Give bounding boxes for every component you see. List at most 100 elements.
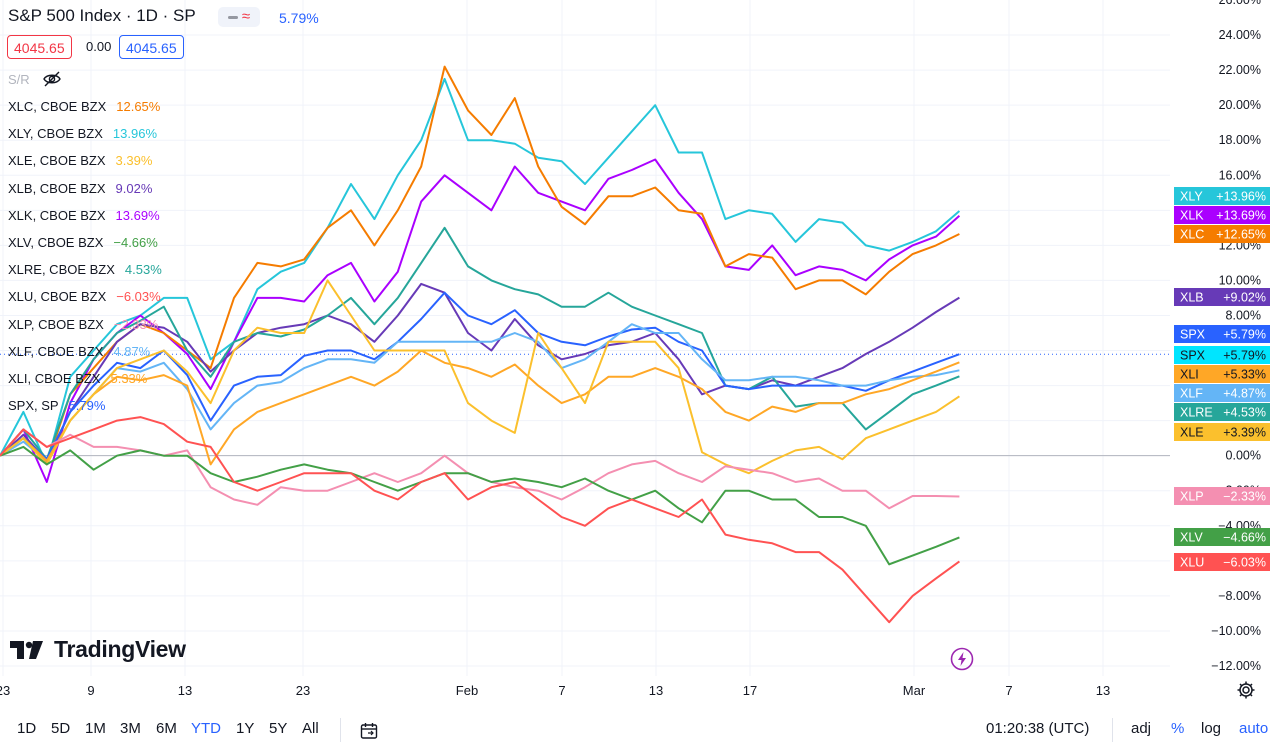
legend-series-value: −6.03% <box>116 289 161 305</box>
dash-icon <box>227 15 238 19</box>
price-label-xlu: XLU −6.03% <box>1174 553 1270 571</box>
price-label-value: −6.03% <box>1223 556 1266 570</box>
legend-row[interactable]: XLB, CBOE BZX 9.02% <box>8 175 162 202</box>
series-line-xlv[interactable] <box>0 445 960 566</box>
price-label-value: +4.53% <box>1223 406 1266 420</box>
clock[interactable]: 01:20:38 (UTC) <box>986 720 1090 737</box>
x-tick-label: 23 <box>0 683 10 698</box>
price-label-name: XLI <box>1180 368 1199 382</box>
bid-price-button[interactable]: 4045.65 <box>7 35 72 59</box>
price-label-bg <box>1174 384 1270 402</box>
legend-row[interactable]: XLRE, CBOE BZX 4.53% <box>8 256 162 283</box>
series-line-xlp[interactable] <box>0 428 960 510</box>
price-label-name: XLE <box>1180 426 1204 440</box>
legend-series-name: XLRE, CBOE BZX <box>8 262 115 278</box>
x-tick-label: Mar <box>903 683 926 698</box>
series-line-xli[interactable] <box>0 349 960 466</box>
range-button-1d[interactable]: 1D <box>17 720 37 737</box>
legend-row[interactable]: SPX, SP 5.79% <box>8 392 162 419</box>
legend-series-value: 12.65% <box>116 99 161 114</box>
range-button-3m[interactable]: 3M <box>120 720 141 737</box>
calendar-icon[interactable] <box>360 722 378 740</box>
adj-toggle[interactable]: adj <box>1131 720 1152 737</box>
x-tick-label: Feb <box>456 683 478 698</box>
legend-series-name: XLC, CBOE BZX <box>8 99 107 114</box>
price-label-xle: XLE +3.39% <box>1174 423 1270 441</box>
y-tick-label: 24.00% <box>1219 28 1261 42</box>
series-line-xlk[interactable] <box>0 158 961 483</box>
eye-off-icon[interactable] <box>42 70 62 88</box>
y-tick-label: −10.00% <box>1211 624 1261 638</box>
main-change: 5.79% <box>279 10 319 26</box>
y-tick-label: 22.00% <box>1219 63 1261 77</box>
legend-series-name: XLP, CBOE BZX <box>8 316 104 332</box>
price-label-bg <box>1174 288 1270 306</box>
range-button-5y[interactable]: 5Y <box>269 720 288 737</box>
toolbar-divider <box>1112 718 1113 742</box>
tradingview-logo[interactable]: TradingView <box>10 636 186 663</box>
toolbar-divider <box>340 718 341 742</box>
series-line-xlre[interactable] <box>0 226 960 461</box>
price-label-bg <box>1174 325 1270 343</box>
price-label-xlc: XLC +12.65% <box>1174 225 1270 243</box>
legend-series-name: XLK, CBOE BZX <box>8 207 106 223</box>
sr-indicator-label[interactable]: S/R <box>8 72 30 87</box>
log-toggle[interactable]: log <box>1201 720 1222 737</box>
compare-mode-toggle[interactable]: ≈ <box>218 7 260 27</box>
price-label-name: XLB <box>1180 291 1204 305</box>
price-label-xlre: XLRE +4.53% <box>1174 403 1270 421</box>
legend-row[interactable]: XLU, CBOE BZX −6.03% <box>8 283 162 310</box>
range-button-ytd[interactable]: YTD <box>191 720 221 737</box>
series-line-xlu[interactable] <box>0 416 960 624</box>
gear-icon[interactable] <box>1236 680 1256 700</box>
chart-title[interactable]: S&P 500 Index · 1D · SP <box>8 6 196 25</box>
series-line-xlc[interactable] <box>0 65 960 466</box>
legend-row[interactable]: XLK, CBOE BZX 13.69% <box>8 202 162 229</box>
price-label-value: +13.96% <box>1216 190 1266 204</box>
legend-row[interactable]: XLC, CBOE BZX 12.65% <box>8 93 162 120</box>
range-button-5d[interactable]: 5D <box>51 720 71 737</box>
y-tick-label: 8.00% <box>1226 308 1261 322</box>
chart-area[interactable]: 26.00%24.00%22.00%20.00%18.00%16.00%12.0… <box>0 0 1280 712</box>
percent-toggle[interactable]: % <box>1171 720 1185 737</box>
price-label-name: XLRE <box>1180 406 1213 420</box>
price-label-value: +5.33% <box>1223 368 1266 382</box>
range-button-all[interactable]: All <box>302 720 319 737</box>
y-tick-label: 18.00% <box>1219 133 1261 147</box>
price-label-bg <box>1174 487 1270 505</box>
range-button-1y[interactable]: 1Y <box>236 720 255 737</box>
tradingview-logo-icon <box>10 640 43 659</box>
price-label-spx: SPX +5.79% <box>1174 346 1270 364</box>
ask-price-button[interactable]: 4045.65 <box>119 35 184 59</box>
legend-row[interactable]: XLV, CBOE BZX −4.66% <box>8 229 162 256</box>
legend-row[interactable]: XLY, CBOE BZX 13.96% <box>8 120 162 147</box>
legend-row[interactable]: XLE, CBOE BZX 3.39% <box>8 147 162 174</box>
price-label-name: XLV <box>1180 531 1203 545</box>
range-button-6m[interactable]: 6M <box>156 720 177 737</box>
legend-row[interactable]: XLP, CBOE BZX −2.33% <box>8 311 162 338</box>
series-line-spx[interactable] <box>0 291 960 461</box>
y-tick-label: 20.00% <box>1219 98 1261 112</box>
x-tick-label: 7 <box>558 683 565 698</box>
price-label-value: +5.79% <box>1223 349 1266 363</box>
x-tick-label: 7 <box>1005 683 1012 698</box>
legend-series-value: −2.33% <box>113 316 159 332</box>
brand-name: TradingView <box>54 636 186 662</box>
series-line-xlf[interactable] <box>0 323 960 462</box>
price-label-xlf: XLF +4.87% <box>1174 384 1270 402</box>
range-button-1m[interactable]: 1M <box>85 720 106 737</box>
legend-series-name: XLU, CBOE BZX <box>8 289 107 305</box>
series-line-xly[interactable] <box>0 77 961 466</box>
price-label-name: XLK <box>1180 209 1204 223</box>
legend-row[interactable]: XLF, CBOE BZX 4.87% <box>8 338 162 365</box>
auto-toggle[interactable]: auto <box>1239 720 1269 737</box>
legend-series-value: 4.87% <box>113 343 151 359</box>
price-label-value: +12.65% <box>1216 228 1266 242</box>
legend-series-name: XLV, CBOE BZX <box>8 234 104 250</box>
price-label-bg <box>1174 528 1270 546</box>
series-line-xle[interactable] <box>0 279 960 475</box>
bolt-icon[interactable] <box>950 647 974 671</box>
legend-row[interactable]: XLI, CBOE BZX 5.33% <box>8 365 162 392</box>
price-label-value: +9.02% <box>1223 291 1266 305</box>
legend-series-name: XLY, CBOE BZX <box>8 126 103 142</box>
